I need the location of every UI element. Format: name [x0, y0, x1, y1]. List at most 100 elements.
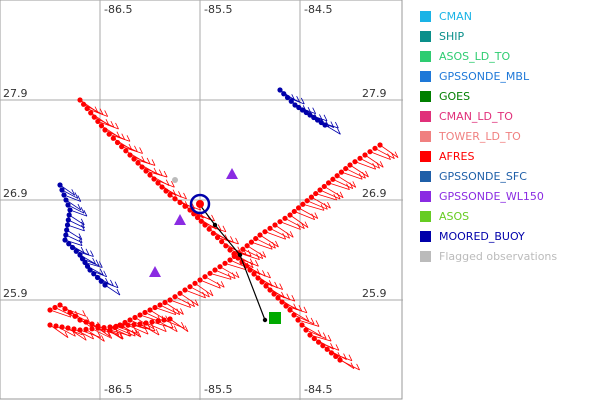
moored-buoy-obs-dot [288, 98, 294, 104]
afres-obs-dot [210, 230, 216, 236]
tracks-layer [47, 87, 399, 371]
afres-barb-flag [176, 308, 181, 315]
afres-barb-flag [272, 242, 276, 249]
moored-buoy-barb-flag [77, 203, 82, 211]
moored-buoy-barb-flag [114, 281, 119, 288]
afres-obs-dot [308, 194, 315, 200]
afres-obs-dot [110, 135, 116, 141]
afres-barb-flag [279, 283, 284, 290]
afres-barb-flag [298, 305, 303, 312]
moored-buoy-barb-flag [116, 288, 121, 296]
afres-wind-barb [255, 238, 276, 249]
legend-item-ship[interactable]: SHIP [420, 26, 595, 46]
legend: CMAN SHIP ASOS_LD_TO GPSSONDE_MBL GOES C… [420, 6, 595, 266]
afres-barb-flag [173, 325, 178, 332]
afres-obs-dot [263, 283, 269, 289]
afres-barb-flag [227, 273, 232, 280]
afres-obs-dot [137, 321, 143, 327]
afres-wind-barb [165, 190, 187, 200]
sonde-path-point [212, 222, 218, 228]
afres-wind-barb [199, 279, 221, 289]
lon-tick-bottom: -86.5 [104, 383, 132, 396]
afres-obs-dot [132, 314, 138, 321]
legend-label: Flagged observations [439, 249, 558, 263]
moored-buoy-wind-barb [324, 124, 341, 135]
afres-obs-dot [135, 160, 141, 166]
moored-buoy-obs-dot [73, 248, 79, 254]
legend-item-tower-ld-to[interactable]: TOWER_LD_TO [420, 126, 595, 146]
afres-barb-flag [183, 192, 187, 200]
moored-buoy-barb-flag [85, 248, 90, 256]
afres-barb-flag [249, 261, 254, 268]
afres-barb-flag [352, 181, 357, 188]
legend-item-gpssonde-mbl[interactable]: GPSSONDE_MBL [420, 66, 595, 86]
afres-wind-barb [328, 182, 350, 191]
afres-obs-dot [187, 284, 193, 290]
legend-item-asos[interactable]: ASOS [420, 206, 595, 226]
afres-barb-flag [158, 169, 163, 176]
afres-wind-barb [141, 166, 163, 176]
legend-item-asos-ld-to[interactable]: ASOS_LD_TO [420, 46, 595, 66]
afres-obs-dot [291, 312, 297, 318]
afres-obs-dot [53, 323, 59, 329]
afres-wind-barb [115, 326, 138, 334]
afres-obs-dot [155, 180, 161, 186]
afres-wind-barb [269, 227, 290, 239]
legend-item-gpssonde-wl150[interactable]: GPSSONDE_WL150 [420, 186, 595, 206]
legend-label: GOES [439, 89, 471, 103]
afres-wind-barb [306, 200, 328, 210]
afres-wind-barb [189, 286, 210, 298]
afres-barb-flag [139, 147, 143, 154]
afres-wind-barb [214, 269, 236, 279]
afres-barb-flag [127, 329, 132, 337]
afres-wind-barb [264, 231, 286, 240]
moored-buoy-barb-flag [92, 257, 96, 265]
afres-wind-barb [332, 178, 353, 189]
afres-obs-dot [197, 277, 203, 283]
afres-obs-dot [137, 312, 143, 318]
legend-item-cman-ld-to[interactable]: CMAN_LD_TO [420, 106, 595, 126]
afres-barb-flag [180, 308, 184, 315]
moored-buoy-wind-barb [72, 247, 90, 256]
moored-buoy-wind-barb [59, 184, 75, 196]
afres-barb-flag [297, 223, 301, 230]
moored-buoy-barb-flag [81, 224, 85, 232]
observation-map[interactable]: -86.5 -85.5 -84.5 -86.5 -85.5 -84.5 27.9… [0, 0, 403, 400]
afres-obs-dot [167, 297, 173, 303]
afres-wind-barb [67, 327, 87, 341]
moored-buoy-obs-dot [299, 107, 306, 113]
legend-item-afres[interactable]: AFRES [420, 146, 595, 166]
afres-obs-dot [303, 327, 309, 333]
afres-barb-flag [356, 363, 360, 371]
afres-wind-barb [91, 328, 112, 339]
afres-obs-dot [352, 159, 358, 165]
moored-buoy-barb-flag [80, 218, 85, 225]
moored-buoy-barb-flag [296, 96, 301, 103]
afres-wind-barb [157, 320, 178, 333]
afres-obs-dot [202, 274, 208, 280]
legend-item-gpssonde-sfc[interactable]: GPSSONDE_SFC [420, 166, 595, 186]
afres-obs-dot [162, 299, 168, 306]
afres-barb-flag [268, 243, 273, 250]
afres-obs-dot [47, 307, 53, 313]
afres-wind-barb [219, 266, 240, 279]
afres-obs-dot [372, 145, 378, 151]
afres-wind-barb [359, 157, 380, 169]
afres-barb-flag [379, 161, 384, 168]
map-canvas[interactable]: -86.5 -85.5 -84.5 -86.5 -85.5 -84.5 27.9… [0, 0, 403, 400]
afres-obs-dot [244, 243, 250, 249]
afres-barb-flag [144, 327, 149, 335]
afres-wind-barb [85, 329, 105, 342]
afres-wind-barb [302, 203, 325, 211]
afres-wind-barb [153, 178, 175, 188]
afres-wind-barb [251, 241, 273, 250]
legend-item-moored-buoy[interactable]: MOORED_BUOY [420, 226, 595, 246]
afres-obs-dot [282, 215, 288, 221]
legend-item-goes[interactable]: GOES [420, 86, 595, 106]
afres-barb-flag [317, 329, 322, 337]
legend-item-flagged-observations[interactable]: Flagged observations [420, 246, 595, 266]
afres-barb-flag [187, 301, 192, 308]
legend-item-cman[interactable]: CMAN [420, 6, 595, 26]
afres-wind-barb [301, 324, 322, 337]
afres-wind-barb [64, 308, 86, 317]
